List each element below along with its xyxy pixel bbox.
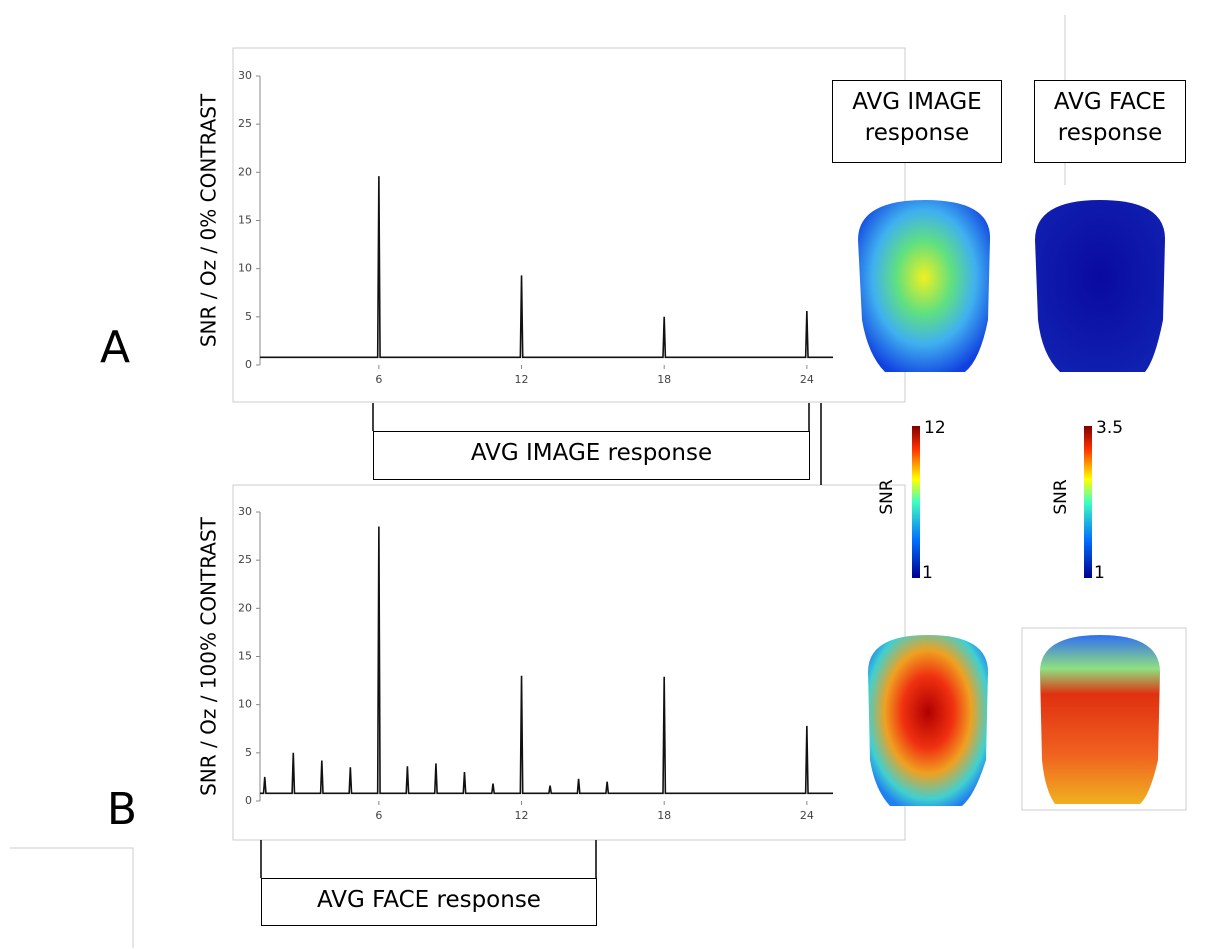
spectrum-line: [260, 526, 833, 795]
y-tick-label: 10: [238, 262, 252, 275]
bracket-label: AVG IMAGE response: [373, 431, 810, 480]
x-tick-label: 24: [800, 809, 814, 822]
colorbar-label: SNR: [1051, 479, 1071, 515]
x-tick-label: 18: [657, 373, 671, 386]
y-axis-label: SNR / Oz / 100% CONTRAST: [197, 516, 221, 796]
topomap-title: AVG IMAGE response: [832, 80, 1002, 163]
y-tick-label: 30: [238, 505, 252, 518]
y-tick-label: 15: [238, 650, 252, 663]
colorbar-min: 1: [1094, 563, 1105, 583]
topomap: [868, 635, 988, 806]
x-tick-label: 6: [375, 809, 382, 822]
topomap-title: AVG FACE response: [1034, 80, 1186, 163]
y-tick-label: 5: [245, 310, 252, 323]
colorbar: [1084, 426, 1092, 578]
spectrum-line: [260, 176, 833, 359]
topomap-frame: [1021, 627, 1187, 811]
x-tick-label: 18: [657, 809, 671, 822]
topomap: [858, 200, 991, 372]
y-tick-label: 15: [238, 214, 252, 227]
panel-label: B: [107, 784, 137, 835]
panel-frames: [10, 15, 1066, 948]
colorbar-labels: 12 1 SNR 3.5 1 SNR: [877, 418, 1123, 583]
y-axis-label: SNR / Oz / 0% CONTRAST: [197, 93, 221, 347]
y-tick-label: 5: [245, 746, 252, 759]
y-tick-label: 0: [245, 358, 252, 371]
colorbar-label: SNR: [877, 479, 897, 515]
x-tick-label: 24: [800, 373, 814, 386]
y-tick-label: 25: [238, 553, 252, 566]
colorbar-max: 12: [924, 418, 946, 438]
colorbar-max: 3.5: [1096, 418, 1123, 438]
topomap: [1040, 635, 1160, 804]
x-tick-label: 12: [515, 809, 529, 822]
panel-label: A: [100, 322, 130, 373]
y-tick-label: 10: [238, 698, 252, 711]
y-tick-label: 30: [238, 69, 252, 82]
y-tick-label: 20: [238, 165, 252, 178]
y-tick-label: 0: [245, 794, 252, 807]
colorbar-min: 1: [922, 563, 933, 583]
topomap: [1035, 200, 1166, 372]
colorbar: [912, 426, 920, 578]
y-tick-label: 25: [238, 117, 252, 130]
bracket-label: AVG FACE response: [261, 878, 597, 926]
x-tick-label: 12: [515, 373, 529, 386]
x-tick-label: 6: [375, 373, 382, 386]
y-tick-label: 20: [238, 601, 252, 614]
bracket-lines: [260, 403, 822, 878]
